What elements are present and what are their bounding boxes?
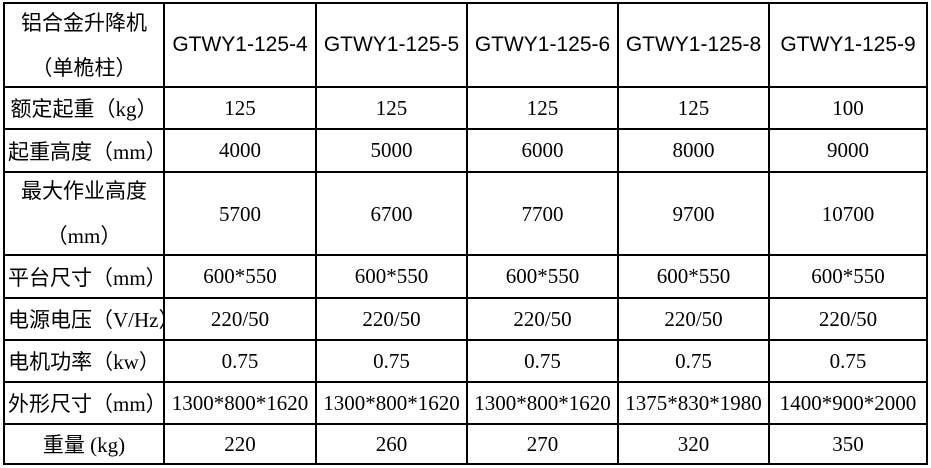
spec-value-cell: 9700 (617, 171, 770, 256)
spec-value-cell: 270 (466, 423, 619, 465)
row-label-cell: 最大作业高度 （mm） (3, 171, 165, 256)
table-row-overall-size: 外形尺寸（mm） 1300*800*1620 1300*800*1620 130… (3, 381, 928, 425)
row-label-cell: 平台尺寸（mm） (3, 254, 165, 299)
spec-value-cell: 1400*900*2000 (768, 381, 928, 425)
spec-value-cell: 9000 (768, 128, 928, 173)
row-label-cell: 额定起重（kg） (3, 86, 165, 130)
spec-value: 7700 (521, 201, 564, 226)
spec-value-cell: 7700 (466, 171, 619, 256)
spec-value-cell: 220/50 (466, 297, 619, 341)
spec-value-cell: 320 (617, 423, 770, 465)
spec-value-cell: 1300*800*1620 (466, 381, 619, 425)
spec-value-cell: 1300*800*1620 (163, 381, 317, 425)
spec-value-cell: 5700 (163, 171, 317, 256)
spec-value-cell: 600*550 (315, 254, 468, 299)
spec-value-cell: 220/50 (163, 297, 317, 341)
spec-value-cell: 0.75 (466, 339, 619, 383)
spec-value-cell: 4000 (163, 128, 317, 173)
spec-value-cell: 0.75 (617, 339, 770, 383)
table-row-max-work-height: 最大作业高度 （mm） 5700 6700 7700 9700 10700 (3, 171, 928, 256)
spec-value-cell: 8000 (617, 128, 770, 173)
spec-value-cell: 220 (163, 423, 317, 465)
row-label-cell: 重量 (kg) (3, 423, 165, 465)
spec-value-cell: 220/50 (617, 297, 770, 341)
product-name-line1: 铝合金升降机 (21, 10, 147, 35)
spec-value-cell: 100 (768, 86, 928, 130)
spec-value: 5700 (219, 201, 261, 226)
table-row-voltage: 电源电压（V/Hz） 220/50 220/50 220/50 220/50 2… (3, 297, 928, 341)
table-header-row: 铝合金升降机 （单桅柱） GTWY1-125-4 GTWY1-125-5 GTW… (3, 2, 928, 88)
row-label-cell: 起重高度（mm） (3, 128, 165, 173)
spec-value-cell: 220/50 (315, 297, 468, 341)
row-label-cell: 电机功率（kw） (3, 339, 165, 383)
model-header-cell: GTWY1-125-4 (163, 2, 317, 88)
row-label-line1: 最大作业高度 (21, 179, 147, 203)
spec-value-cell: 600*550 (768, 254, 928, 299)
spec-value-cell: 125 (617, 86, 770, 130)
model-header-cell: GTWY1-125-8 (617, 2, 770, 88)
spec-value-cell: 0.75 (768, 339, 928, 383)
spec-value-cell: 220/50 (768, 297, 928, 341)
model-header-cell: GTWY1-125-6 (466, 2, 619, 88)
spec-value-cell: 125 (315, 86, 468, 130)
spec-value-cell: 125 (466, 86, 619, 130)
spec-value-cell: 6700 (315, 171, 468, 256)
spec-value-cell: 125 (163, 86, 317, 130)
table-row-rated-load: 额定起重（kg） 125 125 125 125 100 (3, 86, 928, 130)
spec-value-cell: 0.75 (315, 339, 468, 383)
spec-value: 10700 (821, 201, 875, 226)
row-label-cell: 外形尺寸（mm） (3, 381, 165, 425)
row-label-cell: 电源电压（V/Hz） (3, 297, 165, 341)
lift-spec-table: 铝合金升降机 （单桅柱） GTWY1-125-4 GTWY1-125-5 GTW… (3, 2, 928, 465)
spec-value: 9700 (672, 201, 715, 226)
product-name-cell: 铝合金升降机 （单桅柱） (3, 2, 165, 88)
spec-value-cell: 1375*830*1980 (617, 381, 770, 425)
table-row-motor-power: 电机功率（kw） 0.75 0.75 0.75 0.75 0.75 (3, 339, 928, 383)
spec-value-cell: 350 (768, 423, 928, 465)
model-header-cell: GTWY1-125-9 (768, 2, 928, 88)
spec-value-cell: 0.75 (163, 339, 317, 383)
spec-value-cell: 260 (315, 423, 468, 465)
spec-value-cell: 600*550 (617, 254, 770, 299)
table-row-lift-height: 起重高度（mm） 4000 5000 6000 8000 9000 (3, 128, 928, 173)
table-row-platform-size: 平台尺寸（mm） 600*550 600*550 600*550 600*550… (3, 254, 928, 299)
table-row-weight: 重量 (kg) 220 260 270 320 350 (3, 423, 928, 465)
spec-value: 6700 (370, 201, 413, 226)
spec-value-cell: 6000 (466, 128, 619, 173)
spec-value-cell: 5000 (315, 128, 468, 173)
spec-value-cell: 600*550 (163, 254, 317, 299)
product-name-line2: （单桅柱） (31, 55, 137, 80)
spec-value-cell: 600*550 (466, 254, 619, 299)
spec-value-cell: 10700 (768, 171, 928, 256)
row-label-line2: （mm） (46, 224, 122, 248)
spec-value-cell: 1300*800*1620 (315, 381, 468, 425)
model-header-cell: GTWY1-125-5 (315, 2, 468, 88)
